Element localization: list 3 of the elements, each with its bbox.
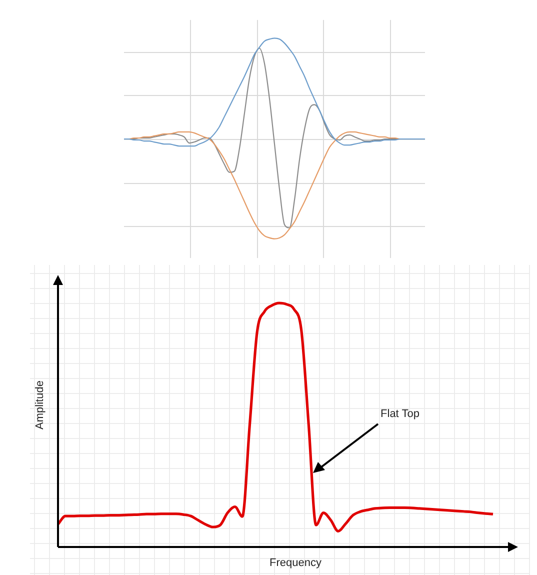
annotation: Flat Top	[380, 408, 420, 420]
x-axis-title: Frequency	[270, 557, 322, 569]
y-axis-title: Amplitude	[34, 380, 46, 430]
